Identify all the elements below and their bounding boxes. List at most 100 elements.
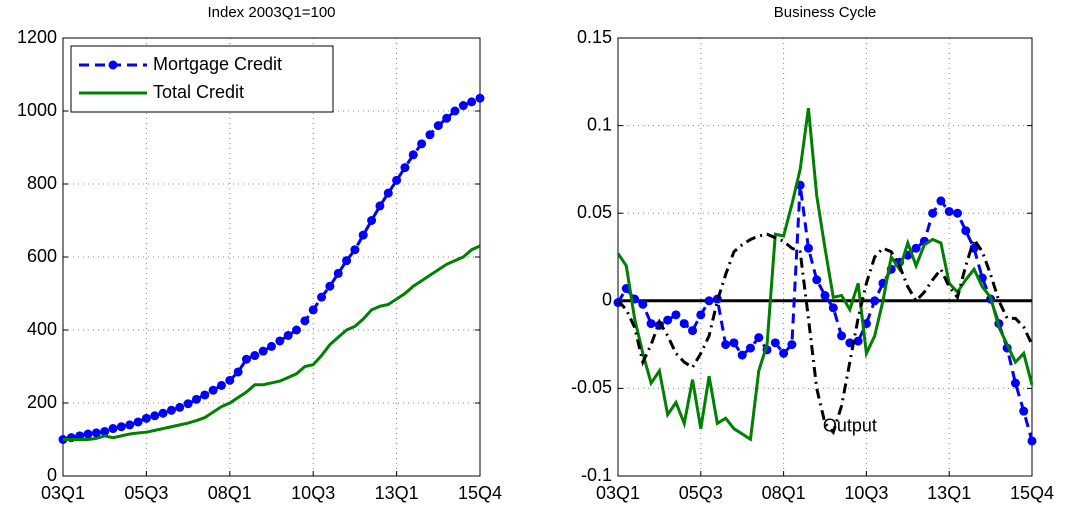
data-point bbox=[754, 333, 764, 343]
data-point bbox=[458, 101, 468, 111]
data-point bbox=[283, 330, 293, 340]
data-point bbox=[108, 424, 118, 434]
data-point bbox=[704, 296, 714, 306]
data-point bbox=[342, 256, 352, 266]
x-tick-label: 08Q1 bbox=[208, 483, 252, 503]
series-line bbox=[63, 244, 481, 441]
data-point bbox=[300, 316, 310, 326]
data-point bbox=[166, 405, 176, 415]
data-point bbox=[258, 346, 268, 356]
data-point bbox=[333, 268, 343, 278]
y-tick-label: 0.05 bbox=[577, 202, 612, 222]
data-point bbox=[679, 319, 689, 329]
x-tick-label: 05Q3 bbox=[124, 483, 168, 503]
data-point bbox=[1019, 406, 1029, 416]
data-point bbox=[350, 245, 360, 255]
data-point bbox=[696, 310, 706, 320]
data-point bbox=[671, 310, 681, 320]
data-point bbox=[936, 196, 946, 206]
plot-frame bbox=[617, 37, 1033, 477]
series-line bbox=[616, 107, 1034, 442]
data-point bbox=[812, 275, 822, 285]
y-tick-label: 200 bbox=[27, 392, 57, 412]
data-point bbox=[787, 340, 797, 350]
data-point bbox=[646, 319, 656, 329]
data-point bbox=[688, 326, 698, 336]
data-point bbox=[442, 113, 452, 123]
data-point bbox=[91, 428, 101, 438]
data-point bbox=[392, 175, 402, 185]
data-point bbox=[200, 390, 210, 400]
series-line bbox=[616, 232, 1034, 436]
x-tick-label: 10Q3 bbox=[291, 483, 335, 503]
data-point bbox=[133, 417, 143, 427]
data-point bbox=[216, 380, 226, 390]
data-point bbox=[141, 413, 151, 423]
data-point bbox=[325, 281, 335, 291]
data-point bbox=[721, 340, 731, 350]
x-tick-label: 08Q1 bbox=[762, 483, 806, 503]
data-point bbox=[275, 336, 285, 346]
x-tick-label: 13Q1 bbox=[927, 483, 971, 503]
data-point bbox=[729, 338, 739, 348]
data-point bbox=[375, 201, 385, 211]
data-point bbox=[267, 341, 276, 351]
data-point bbox=[400, 163, 410, 173]
y-tick-label: -0.05 bbox=[571, 377, 612, 397]
data-point bbox=[770, 338, 780, 348]
legend-box bbox=[70, 45, 334, 113]
x-tick-label: 05Q3 bbox=[679, 483, 723, 503]
series-line bbox=[62, 96, 481, 441]
data-point bbox=[208, 385, 218, 395]
data-point bbox=[158, 408, 168, 418]
y-tick-label: 0.15 bbox=[577, 27, 612, 47]
data-point bbox=[241, 354, 251, 364]
data-point bbox=[745, 343, 755, 353]
data-point bbox=[803, 243, 813, 253]
y-tick-label: 600 bbox=[27, 246, 57, 266]
y-tick-label: 800 bbox=[27, 173, 57, 193]
data-point bbox=[952, 208, 962, 218]
data-point bbox=[358, 230, 368, 240]
plot-frame bbox=[62, 37, 481, 477]
data-point bbox=[450, 106, 460, 116]
x-tick-label: 10Q3 bbox=[844, 483, 888, 503]
data-point bbox=[150, 411, 160, 421]
data-point bbox=[911, 243, 921, 253]
data-point bbox=[83, 429, 93, 439]
y-tick-label: 0 bbox=[47, 465, 57, 485]
data-point bbox=[737, 350, 747, 360]
data-point bbox=[944, 206, 954, 216]
x-tick-label: 13Q1 bbox=[375, 483, 419, 503]
y-tick-label: -0.1 bbox=[581, 465, 612, 485]
data-point bbox=[417, 139, 427, 149]
x-tick-label: 15Q4 bbox=[1010, 483, 1054, 503]
data-point bbox=[961, 226, 971, 236]
data-point bbox=[837, 331, 847, 341]
legend-label: Mortgage Credit bbox=[153, 54, 282, 74]
data-point bbox=[467, 97, 477, 107]
data-point bbox=[308, 305, 318, 315]
y-tick-label: 1200 bbox=[17, 27, 57, 47]
data-point bbox=[225, 375, 235, 385]
data-point bbox=[638, 299, 648, 309]
data-point bbox=[1010, 378, 1020, 388]
data-point bbox=[853, 336, 863, 346]
data-point bbox=[125, 420, 135, 430]
data-point bbox=[383, 188, 393, 198]
annotation: Output bbox=[823, 416, 877, 436]
data-point bbox=[928, 208, 938, 218]
data-point bbox=[820, 291, 830, 301]
data-point bbox=[475, 93, 485, 103]
y-tick-label: 400 bbox=[27, 319, 57, 339]
data-point bbox=[779, 348, 789, 358]
data-point bbox=[100, 426, 110, 436]
data-point bbox=[233, 367, 243, 377]
legend-swatch-dot bbox=[108, 60, 118, 70]
data-point bbox=[433, 121, 443, 131]
legend-label: Total Credit bbox=[153, 82, 244, 102]
x-tick-label: 03Q1 bbox=[41, 483, 85, 503]
data-point bbox=[870, 296, 880, 306]
data-point bbox=[250, 351, 260, 361]
data-point bbox=[425, 130, 435, 140]
